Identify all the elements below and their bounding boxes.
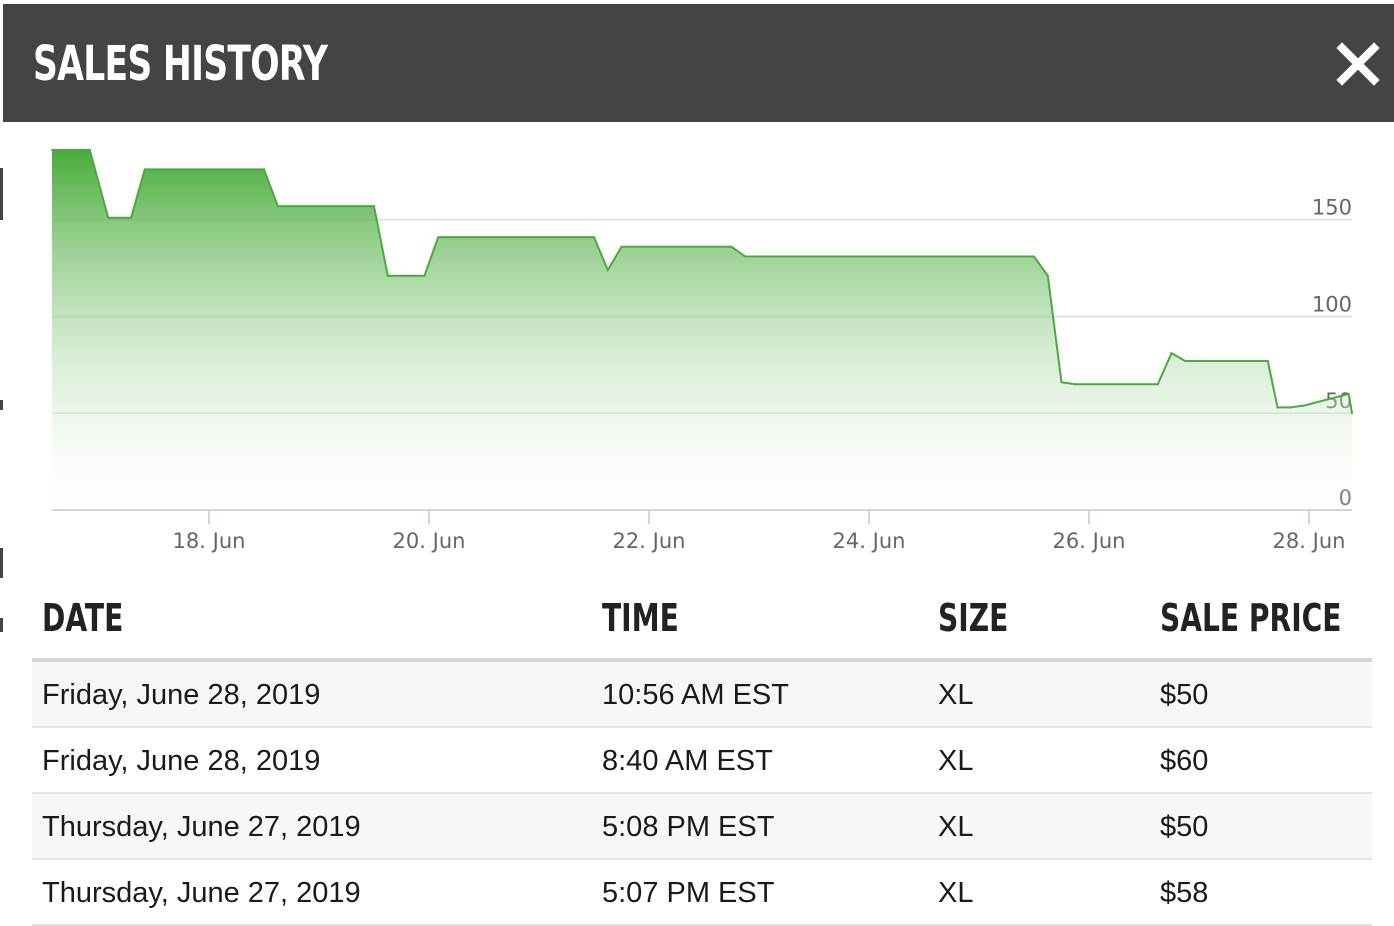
table-row: Friday, June 28, 2019 8:40 AM EST XL $60 (32, 728, 1372, 794)
cell-sale-price: $50 (1160, 811, 1209, 843)
chart-point (620, 245, 623, 248)
chart-point (1303, 404, 1306, 407)
cell-size: XL (938, 811, 974, 843)
chart-point (143, 168, 146, 171)
chart-point (1033, 255, 1035, 258)
cell-date: Thursday, June 27, 2019 (42, 877, 361, 909)
chart-point (1276, 406, 1279, 409)
chart-point (1156, 383, 1159, 386)
table-header: DATE TIME SIZE SALE PRICE (32, 585, 1372, 662)
chart-point (1060, 381, 1063, 384)
x-tick-label: 20. Jun (393, 529, 466, 553)
cell-date: Thursday, June 27, 2019 (42, 811, 361, 843)
x-tick-label: 22. Jun (613, 529, 686, 553)
chart-point (1170, 352, 1173, 355)
chart-point (373, 205, 375, 208)
table-row: Thursday, June 27, 2019 5:07 PM EST XL $… (32, 860, 1372, 926)
chart-point (423, 274, 426, 277)
modal-header: SALES HISTORY (3, 4, 1394, 122)
chart-point (1184, 359, 1187, 362)
x-tick-label: 24. Jun (833, 529, 906, 553)
chart-point (1347, 392, 1350, 395)
chart-area-fill (52, 150, 1352, 510)
chart-point (593, 236, 595, 239)
chart-point (730, 245, 733, 248)
column-header-sale-price: SALE PRICE (1160, 596, 1342, 640)
close-button[interactable] (1330, 36, 1386, 92)
chart-point (1289, 406, 1292, 409)
table-row: Thursday, June 27, 2019 5:08 PM EST XL $… (32, 794, 1372, 860)
table-row: Friday, June 28, 2019 10:56 AM EST XL $5… (32, 662, 1372, 728)
cell-size: XL (938, 877, 974, 909)
chart-point (386, 274, 389, 277)
chart-points (51, 149, 1353, 415)
chart-point (744, 255, 747, 258)
chart-point (51, 149, 53, 151)
cell-sale-price: $50 (1160, 679, 1209, 711)
chart-x-axis: 18. Jun 20. Jun 22. Jun 24. Jun 26. Jun 28. J… (173, 510, 1346, 553)
column-header-size: SIZE (938, 596, 1009, 640)
chart-point (1351, 412, 1353, 415)
cell-time: 8:40 AM EST (602, 745, 773, 777)
chart-point (263, 168, 265, 171)
chart-point (88, 149, 91, 151)
background-page-edge (0, 0, 4, 920)
cell-sale-price: $60 (1160, 745, 1209, 777)
column-header-time: TIME (602, 596, 679, 640)
chart-point (1046, 274, 1049, 277)
x-tick-label: 18. Jun (173, 529, 246, 553)
cell-date: Friday, June 28, 2019 (42, 745, 321, 777)
cell-date: Friday, June 28, 2019 (42, 679, 321, 711)
chart-point (1266, 359, 1269, 362)
sales-table: DATE TIME SIZE SALE PRICE Friday, June 2… (32, 585, 1372, 926)
y-tick-label: 100 (1312, 292, 1352, 316)
cell-size: XL (938, 745, 974, 777)
x-tick-label: 26. Jun (1053, 529, 1126, 553)
cell-time: 5:08 PM EST (602, 811, 775, 843)
x-tick-label: 28. Jun (1273, 529, 1346, 553)
close-icon (1336, 42, 1380, 86)
cell-time: 5:07 PM EST (602, 877, 775, 909)
cell-time: 10:56 AM EST (602, 679, 789, 711)
chart-point (130, 216, 133, 219)
chart-point (276, 205, 279, 208)
cell-size: XL (938, 679, 974, 711)
cell-sale-price: $58 (1160, 877, 1209, 909)
chart-point (606, 269, 609, 271)
chart-point (437, 236, 440, 239)
chart-point (1074, 383, 1077, 386)
modal-title: SALES HISTORY (33, 36, 328, 92)
chart-point (107, 216, 110, 219)
column-header-date: DATE (42, 596, 124, 640)
y-tick-label: 150 (1312, 196, 1352, 220)
